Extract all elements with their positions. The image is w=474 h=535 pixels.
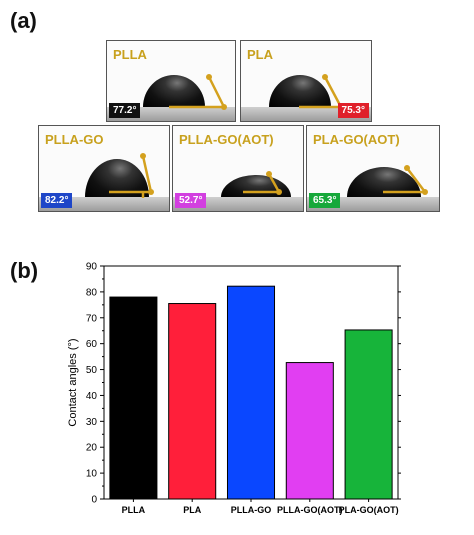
contact-angle-bar-chart: 0 10 20 30 40 50 60 70 80 90 Contact angles (°) PLL…: [67, 262, 401, 515]
y-tick-label: 90: [86, 262, 98, 273]
angle-guide: [109, 153, 154, 198]
y-tick-label: 0: [91, 495, 97, 506]
angle-badge: 82.2°: [41, 193, 73, 208]
x-tick-label: PLLA-GO: [231, 505, 272, 515]
y-tick-label: 40: [86, 391, 98, 402]
panel-a-label: (a): [10, 8, 37, 33]
y-tick-label: 20: [86, 443, 98, 454]
photo-pla: PLA 75.3°: [240, 40, 372, 122]
photo-plla-go: PLLA-GO 82.2°: [38, 125, 170, 212]
y-tick-label: 10: [86, 469, 98, 480]
y-tick-label: 70: [86, 313, 98, 324]
sample-label: PLLA: [113, 47, 147, 62]
sample-label: PLLA-GO(AOT): [179, 132, 274, 147]
bar-pla-go-aot-: [344, 329, 393, 500]
x-tick-label: PLA: [183, 505, 202, 515]
angle-badge: 75.3°: [337, 103, 369, 118]
photo-plla: PLLA 77.2°: [106, 40, 236, 122]
x-tick-label: PLA-GO(AOT): [339, 505, 399, 515]
y-tick-label: 50: [86, 365, 98, 376]
bar-plla: [109, 296, 158, 500]
photo-pla-go-aot: PLA-GO(AOT) 65.3°: [306, 125, 440, 212]
sample-label: PLLA-GO: [45, 132, 104, 147]
angle-badge: 65.3°: [309, 193, 341, 208]
angle-guide: [243, 171, 282, 195]
sample-label: PLA-GO(AOT): [313, 132, 400, 147]
panel-b-label: (b): [10, 258, 39, 283]
angle-badge: 52.7°: [175, 193, 207, 208]
angle-badge: 77.2°: [109, 103, 141, 118]
y-axis-label: Contact angles (°): [67, 338, 79, 426]
y-tick-label: 30: [86, 417, 98, 428]
sample-label: PLA: [247, 47, 273, 62]
angle-guide: [383, 165, 428, 195]
y-tick-label: 60: [86, 339, 98, 350]
x-tick-label: PLLA: [122, 505, 146, 515]
x-tick-label: PLLA-GO(AOT): [277, 505, 343, 515]
bar-pla: [168, 303, 217, 500]
photo-plla-go-aot: PLLA-GO(AOT) 52.7°: [172, 125, 304, 212]
bar-plla-go-aot-: [285, 362, 334, 500]
y-tick-label: 80: [86, 287, 98, 298]
bar-plla-go: [226, 285, 276, 500]
angle-guide: [169, 74, 227, 110]
